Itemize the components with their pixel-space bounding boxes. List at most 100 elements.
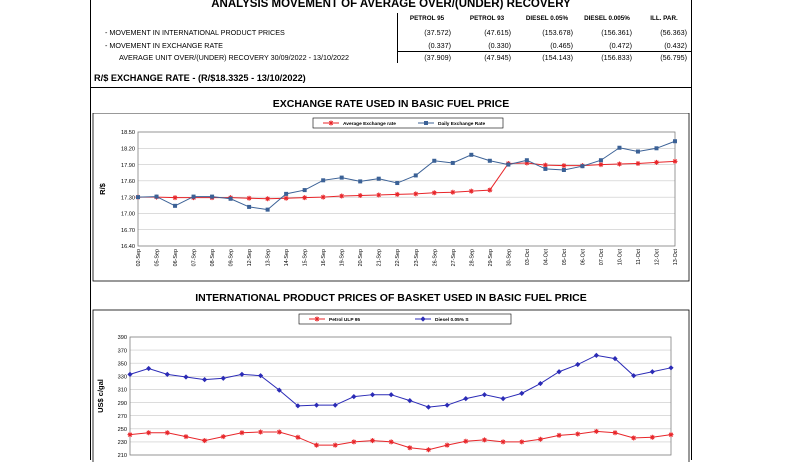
y-tick-label: 18.20 — [121, 146, 135, 152]
legend-label: Diesel 0.05% S — [435, 317, 469, 323]
x-tick-label: 06-Oct — [580, 249, 586, 266]
data-point — [339, 175, 344, 180]
cell: (47.615) — [484, 28, 511, 37]
legend: Petrol ULP 95 Diesel 0.05% S — [298, 313, 512, 325]
data-point — [395, 181, 400, 186]
x-tick-label: 07-Sep — [192, 249, 198, 266]
plot-area — [129, 336, 672, 456]
plot-area — [137, 131, 676, 247]
legend-label: Daily Exchange Rate — [438, 121, 486, 127]
data-point — [580, 164, 585, 169]
data-point — [432, 158, 437, 163]
data-point — [593, 352, 599, 358]
x-tick-label: 09-Sep — [229, 249, 235, 266]
series-1 — [136, 139, 677, 212]
data-point — [283, 195, 289, 201]
data-point — [332, 442, 338, 448]
x-tick-label: 27-Sep — [451, 249, 457, 266]
data-point — [351, 439, 357, 445]
data-point — [425, 447, 431, 453]
data-point — [575, 361, 581, 368]
data-point — [183, 434, 189, 440]
legend-label: Petrol ULP 95 — [329, 317, 360, 323]
data-point — [328, 120, 334, 126]
data-point — [506, 162, 511, 167]
x-tick-label: 22-Sep — [395, 249, 401, 266]
data-point — [561, 168, 566, 172]
y-tick-label: 330 — [118, 375, 127, 381]
table-row-total: AVERAGE UNIT OVER/(UNDER) RECOVERY 30/09… — [91, 53, 691, 64]
x-tick-label: 26-Sep — [432, 249, 438, 266]
data-point — [183, 374, 189, 380]
x-tick-label: 10-Oct — [617, 249, 623, 266]
y-tick-label: 17.90 — [121, 163, 135, 169]
data-point — [654, 146, 659, 151]
data-point — [653, 159, 659, 165]
data-point — [394, 191, 400, 197]
data-point — [616, 161, 622, 167]
exchange-rate-heading: R/$ EXCHANGE RATE - (R/$18.3325 - 13/10/… — [94, 73, 306, 83]
data-point — [668, 365, 674, 371]
data-point — [543, 166, 548, 171]
data-point — [463, 396, 469, 402]
x-tick-label: 08-Sep — [210, 249, 216, 266]
data-point — [519, 390, 525, 396]
data-point — [191, 194, 196, 199]
x-tick-label: 21-Sep — [377, 249, 383, 266]
x-tick-label: 11-Oct — [636, 249, 642, 265]
cell: (56.363) — [660, 28, 687, 37]
cell: (0.465) — [550, 41, 573, 50]
data-point — [407, 445, 413, 451]
data-point — [321, 178, 326, 183]
col-header-diesel005: DIESEL 0.05% — [525, 15, 569, 22]
cell: (0.472) — [609, 41, 632, 50]
report-frame: ANALYSIS MOVEMENT OF AVERAGE OVER/(UNDER… — [90, 0, 692, 460]
data-point — [481, 437, 487, 443]
series-line — [137, 140, 676, 211]
y-tick-label: 310 — [118, 388, 127, 394]
data-point — [668, 432, 674, 438]
chart-border — [92, 309, 690, 462]
chart1-title: EXCHANGE RATE USED IN BASIC FUEL PRICE — [272, 98, 510, 110]
x-tick-label: 12-Sep — [247, 249, 253, 266]
data-point — [500, 396, 506, 402]
data-point — [265, 207, 270, 212]
legend: Average Exchange rate Daily Exchange Rate — [312, 117, 504, 129]
data-point — [425, 404, 432, 410]
series-0 — [127, 428, 674, 453]
x-tick-label: 20-Sep — [358, 249, 364, 266]
data-point — [413, 191, 419, 197]
data-point — [444, 402, 450, 408]
exchange-rate-chart: 18.50 18.20 17.90 17.60 17.30 17.00 16.70 16.40… — [92, 113, 690, 282]
data-point — [593, 428, 599, 434]
y-tick-label: 16.70 — [121, 228, 135, 234]
data-point — [617, 145, 622, 150]
data-point — [376, 192, 382, 198]
data-point — [276, 429, 282, 435]
series-line — [129, 354, 672, 408]
data-point — [500, 439, 506, 445]
x-tick-label: 05-Oct — [562, 249, 568, 266]
data-point — [431, 190, 437, 196]
data-point — [542, 162, 548, 168]
data-point — [313, 402, 320, 408]
data-point — [164, 430, 170, 436]
data-point — [376, 176, 381, 181]
data-point — [370, 438, 376, 444]
data-point — [635, 149, 640, 154]
series-line — [138, 160, 676, 200]
x-tick-label: 03-Oct — [525, 249, 531, 266]
y-tick-label: 17.00 — [121, 212, 135, 218]
cell: (0.432) — [664, 41, 687, 50]
x-tick-label: 13-Sep — [266, 249, 272, 266]
data-point — [635, 160, 641, 166]
data-point — [524, 158, 529, 163]
x-tick-label: 15-Sep — [303, 249, 309, 266]
data-point — [220, 434, 226, 440]
series-1 — [127, 352, 674, 410]
col-header-illpar: ILL. PAR. — [650, 15, 678, 22]
data-point — [265, 196, 271, 202]
data-point — [136, 195, 140, 200]
data-point — [413, 173, 418, 178]
data-point — [127, 432, 133, 438]
